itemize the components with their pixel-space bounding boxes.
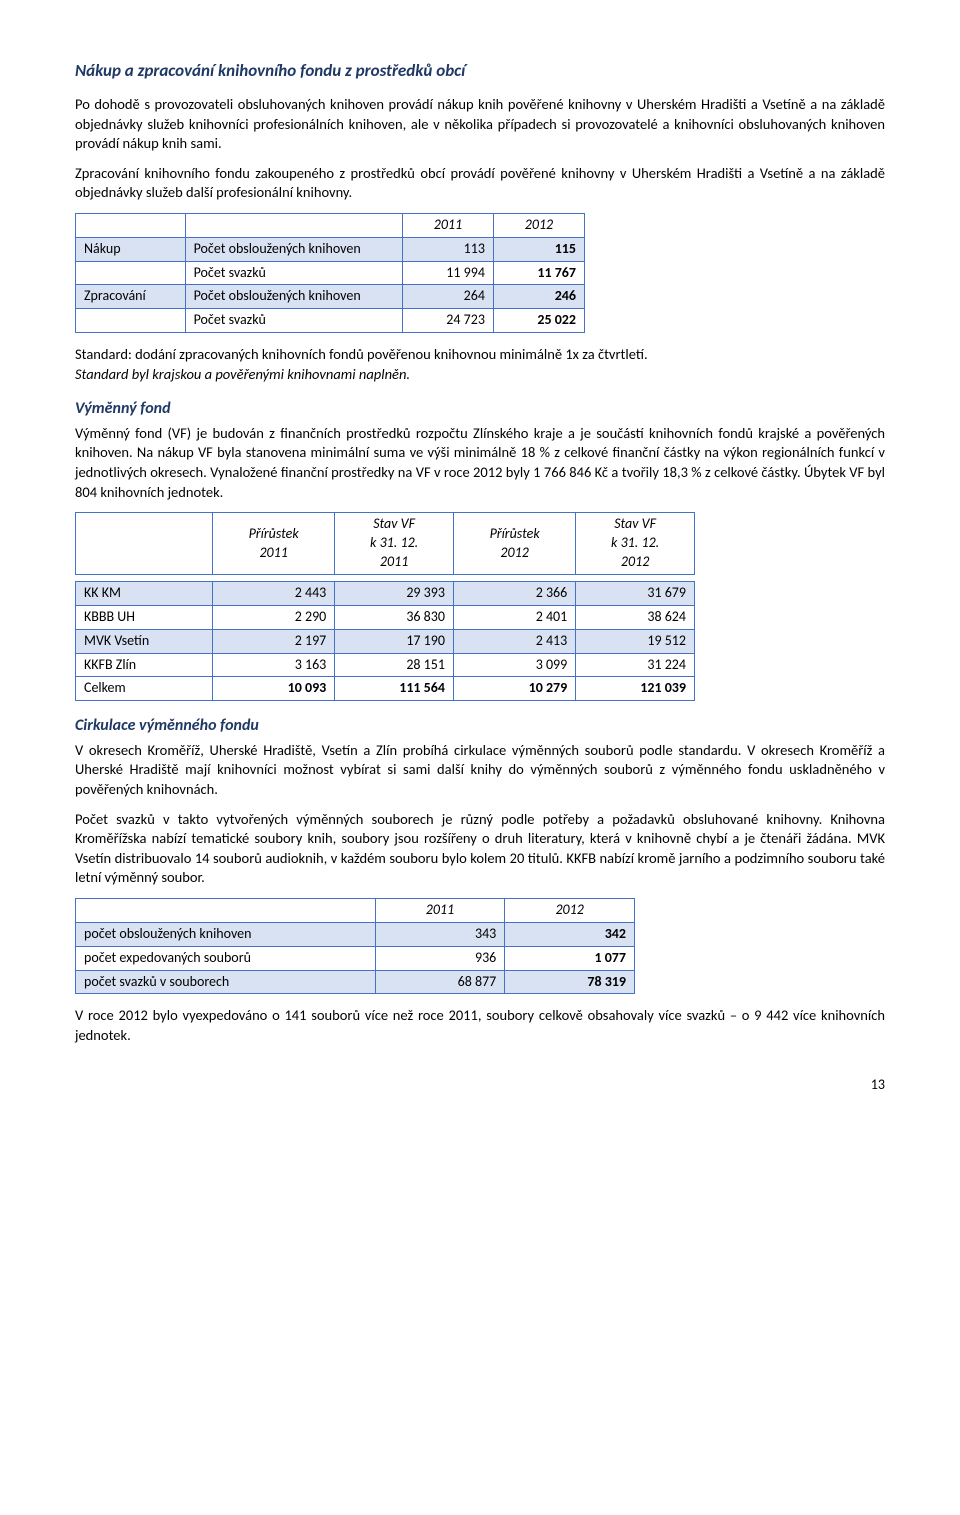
t2-h2: Stav VF k 31. 12. 2011 [335,513,454,575]
t1-r0-y1: 113 [402,237,493,261]
t2-r0-v0: 2 443 [213,581,335,605]
standard-line1: Standard: dodání zpracovaných knihovních… [75,345,648,363]
table-row-total: Celkem 10 093 111 564 10 279 121 039 [76,677,695,701]
t1-r2-y1: 264 [402,285,493,309]
table-row: KKFB Zlín 3 163 28 151 3 099 31 224 [76,653,695,677]
t2-r4-v1: 111 564 [335,677,454,701]
table-row: počet svazků v souborech 68 877 78 319 [76,970,635,994]
t3-r1-l: počet expedovaných souborů [76,946,376,970]
t2-r0-v2: 2 366 [453,581,575,605]
t2-r1-v0: 2 290 [213,605,335,629]
closing-paragraph: V roce 2012 bylo vyexpedováno o 141 soub… [75,1006,885,1045]
t2-r3-v0: 3 163 [213,653,335,677]
table-row: Nákup Počet obsloužených knihoven 113 11… [76,237,585,261]
t2-h0 [76,513,213,575]
t1-r0-group: Nákup [76,237,186,261]
standard-line2: Standard byl krajskou a pověřenými kniho… [75,365,410,383]
t2-r2-v0: 2 197 [213,629,335,653]
t1-r1-y2: 11 767 [493,261,584,285]
t1-h3: 2012 [493,213,584,237]
table-row: KK KM 2 443 29 393 2 366 31 679 [76,581,695,605]
t2-r2-v1: 17 190 [335,629,454,653]
t2-r3-v1: 28 151 [335,653,454,677]
t2-h4: Stav VF k 31. 12. 2012 [576,513,695,575]
table-cirkulace: 2011 2012 počet obsloužených knihoven 34… [75,898,635,995]
t2-r3-l: KKFB Zlín [76,653,213,677]
t1-r2-y2: 246 [493,285,584,309]
t2-r0-v1: 29 393 [335,581,454,605]
table-row: KBBB UH 2 290 36 830 2 401 38 624 [76,605,695,629]
table-row: Zpracování Počet obsloužených knihoven 2… [76,285,585,309]
t3-r0-y1: 343 [375,922,505,946]
section1-p2: Zpracování knihovního fondu zakoupeného … [75,164,885,203]
section3-p1: V okresech Kroměříž, Uherské Hradiště, V… [75,741,885,800]
t1-r3-label: Počet svazků [185,309,402,333]
t3-r0-y2: 342 [505,922,635,946]
t3-h1: 2011 [375,898,505,922]
table-nakup-zpracovani: 2011 2012 Nákup Počet obsloužených kniho… [75,213,585,333]
section2-title: Výměnný fond [75,398,885,420]
t2-h1: Přírůstek 2011 [213,513,335,575]
t3-r1-y1: 936 [375,946,505,970]
t2-r1-v1: 36 830 [335,605,454,629]
section1-title: Nákup a zpracování knihovního fondu z pr… [75,60,885,83]
t2-r4-v0: 10 093 [213,677,335,701]
table-vymenny-fond: Přírůstek 2011 Stav VF k 31. 12. 2011 Př… [75,512,695,701]
t1-r2-group: Zpracování [76,285,186,309]
t2-r0-l: KK KM [76,581,213,605]
section1-p1: Po dohodě s provozovateli obsluhovaných … [75,95,885,154]
t1-r3-group [76,309,186,333]
t1-r3-y1: 24 723 [402,309,493,333]
t1-r1-label: Počet svazků [185,261,402,285]
section3-p2: Počet svazků v takto vytvořených výměnný… [75,810,885,888]
table-row: počet obsloužených knihoven 343 342 [76,922,635,946]
table-row: MVK Vsetín 2 197 17 190 2 413 19 512 [76,629,695,653]
t2-r0-v3: 31 679 [576,581,695,605]
section3-title: Cirkulace výměnného fondu [75,715,885,737]
t2-r3-v2: 3 099 [453,653,575,677]
t2-r1-l: KBBB UH [76,605,213,629]
t3-r0-l: počet obsloužených knihoven [76,922,376,946]
table-row: Počet svazků 24 723 25 022 [76,309,585,333]
t2-r1-v3: 38 624 [576,605,695,629]
t2-r4-v2: 10 279 [453,677,575,701]
t1-r0-label: Počet obsloužených knihoven [185,237,402,261]
t2-r2-l: MVK Vsetín [76,629,213,653]
t3-r2-l: počet svazků v souborech [76,970,376,994]
t2-r2-v2: 2 413 [453,629,575,653]
t2-r4-l: Celkem [76,677,213,701]
t2-h3: Přírůstek 2012 [453,513,575,575]
t3-h0 [76,898,376,922]
t2-r4-v3: 121 039 [576,677,695,701]
table-row: Počet svazků 11 994 11 767 [76,261,585,285]
t1-h1 [185,213,402,237]
standard-text: Standard: dodání zpracovaných knihovních… [75,345,885,384]
t2-r1-v2: 2 401 [453,605,575,629]
t3-h2: 2012 [505,898,635,922]
t1-r3-y2: 25 022 [493,309,584,333]
t3-r1-y2: 1 077 [505,946,635,970]
t1-r1-y1: 11 994 [402,261,493,285]
t2-r3-v3: 31 224 [576,653,695,677]
t1-h2: 2011 [402,213,493,237]
t2-r2-v3: 19 512 [576,629,695,653]
t1-r2-label: Počet obsloužených knihoven [185,285,402,309]
t3-r2-y2: 78 319 [505,970,635,994]
table-row: počet expedovaných souborů 936 1 077 [76,946,635,970]
section2-p1: Výměnný fond (VF) je budován z finančníc… [75,424,885,502]
page-number: 13 [75,1076,885,1095]
t1-r1-group [76,261,186,285]
t3-r2-y1: 68 877 [375,970,505,994]
t1-h0 [76,213,186,237]
t1-r0-y2: 115 [493,237,584,261]
